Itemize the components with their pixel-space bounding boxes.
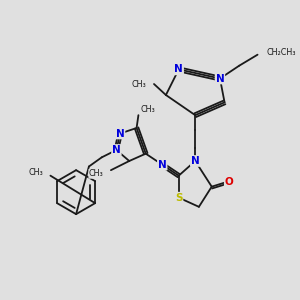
Text: CH₃: CH₃ <box>140 105 155 114</box>
Text: N: N <box>116 128 124 139</box>
Text: O: O <box>225 177 233 187</box>
Text: CH₃: CH₃ <box>132 80 147 88</box>
Text: CH₃: CH₃ <box>89 169 104 178</box>
Text: N: N <box>191 156 200 166</box>
Text: N: N <box>174 64 183 74</box>
Text: CH₃: CH₃ <box>28 168 43 177</box>
Text: S: S <box>175 193 182 203</box>
Text: CH₂CH₃: CH₂CH₃ <box>267 48 296 57</box>
Text: N: N <box>158 160 167 170</box>
Text: N: N <box>216 74 224 83</box>
Text: N: N <box>112 145 121 155</box>
